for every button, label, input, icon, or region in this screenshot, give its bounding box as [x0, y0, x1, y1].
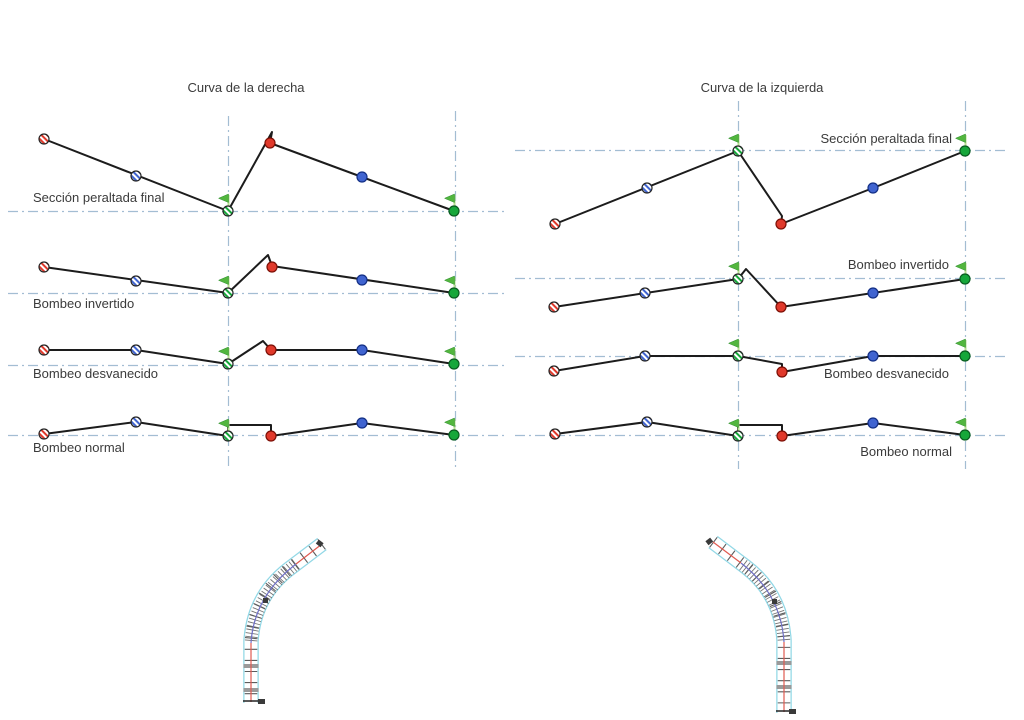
station-tag [263, 598, 268, 603]
green-hatched-marker [732, 273, 744, 285]
red-hatched-marker [38, 261, 50, 273]
profile-left-curve-peralte-final [554, 150, 966, 225]
road-centerline-straight [712, 541, 742, 564]
profile-right-curve-bombeo-desvanecido [43, 340, 455, 365]
blue-hatched-marker [641, 416, 653, 428]
red-solid-marker [775, 301, 787, 313]
red-hatched-marker [549, 218, 561, 230]
red-solid-marker [776, 430, 788, 442]
red-hatched-marker [38, 133, 50, 145]
red-hatched-marker [548, 301, 560, 313]
blue-solid-marker [867, 417, 879, 429]
red-solid-marker [264, 137, 276, 149]
green-solid-marker [959, 145, 971, 157]
red-solid-marker [265, 430, 277, 442]
station-flags [217, 133, 967, 434]
row-label-bombeo-invertido: Bombeo invertido [33, 296, 135, 311]
blue-solid-marker [356, 344, 368, 356]
panel-title-right-curve: Curva de la derecha [187, 80, 305, 95]
red-hatched-marker [548, 365, 560, 377]
green-solid-marker [448, 429, 460, 441]
station-tag [315, 539, 324, 548]
blue-solid-marker [867, 350, 879, 362]
road-centerline-curve [740, 562, 785, 643]
superelevation-profiles [43, 131, 966, 437]
green-hatched-marker [222, 205, 234, 217]
green-solid-marker [959, 350, 971, 362]
row-label-bombeo-normal: Bombeo normal [860, 444, 952, 459]
row-label-bombeo-invertido: Bombeo invertido [847, 257, 949, 272]
green-hatched-marker [222, 287, 234, 299]
row-label-bombeo-normal: Bombeo normal [33, 440, 125, 455]
red-solid-marker [775, 218, 787, 230]
blue-solid-marker [356, 274, 368, 286]
green-hatched-marker [732, 145, 744, 157]
panel-title-left-curve: Curva de la izquierda [700, 80, 824, 95]
road-plan-right-curve [243, 537, 327, 704]
green-solid-marker [448, 205, 460, 217]
road-centerline-straight [295, 543, 323, 565]
red-hatched-marker [549, 428, 561, 440]
profile-left-curve-bombeo-normal [554, 421, 966, 437]
green-hatched-marker [732, 350, 744, 362]
profile-node-markers [38, 133, 971, 442]
green-solid-marker [959, 273, 971, 285]
blue-hatched-marker [639, 350, 651, 362]
red-hatched-marker [38, 428, 50, 440]
blue-solid-marker [867, 182, 879, 194]
green-solid-marker [448, 287, 460, 299]
blue-solid-marker [356, 417, 368, 429]
red-hatched-marker [38, 344, 50, 356]
blue-hatched-marker [130, 416, 142, 428]
station-tag [258, 699, 265, 704]
axis-dashdot-lines [8, 101, 1008, 469]
blue-solid-marker [356, 171, 368, 183]
green-hatched-marker [222, 430, 234, 442]
row-label-bombeo-desvanecido: Bombeo desvanecido [33, 366, 159, 381]
blue-solid-marker [867, 287, 879, 299]
row-label-peralte-final: Sección peraltada final [33, 190, 165, 205]
blue-hatched-marker [639, 287, 651, 299]
row-label-bombeo-desvanecido: Bombeo desvanecido [823, 366, 949, 381]
blue-hatched-marker [130, 170, 142, 182]
green-hatched-marker [222, 358, 234, 370]
green-solid-marker [448, 358, 460, 370]
row-label-peralte-final: Sección peraltada final [820, 131, 952, 146]
red-solid-marker [266, 261, 278, 273]
station-tag [772, 599, 777, 604]
station-tag [789, 709, 796, 714]
profile-left-curve-bombeo-invertido [553, 268, 966, 308]
blue-hatched-marker [130, 275, 142, 287]
blue-hatched-marker [641, 182, 653, 194]
profile-right-curve-bombeo-normal [43, 421, 455, 437]
red-solid-marker [265, 344, 277, 356]
station-tag [705, 537, 714, 546]
green-solid-marker [959, 429, 971, 441]
road-plan-left-curve [705, 535, 796, 714]
blue-hatched-marker [130, 344, 142, 356]
profile-right-curve-bombeo-invertido [43, 254, 455, 294]
green-hatched-marker [732, 430, 744, 442]
